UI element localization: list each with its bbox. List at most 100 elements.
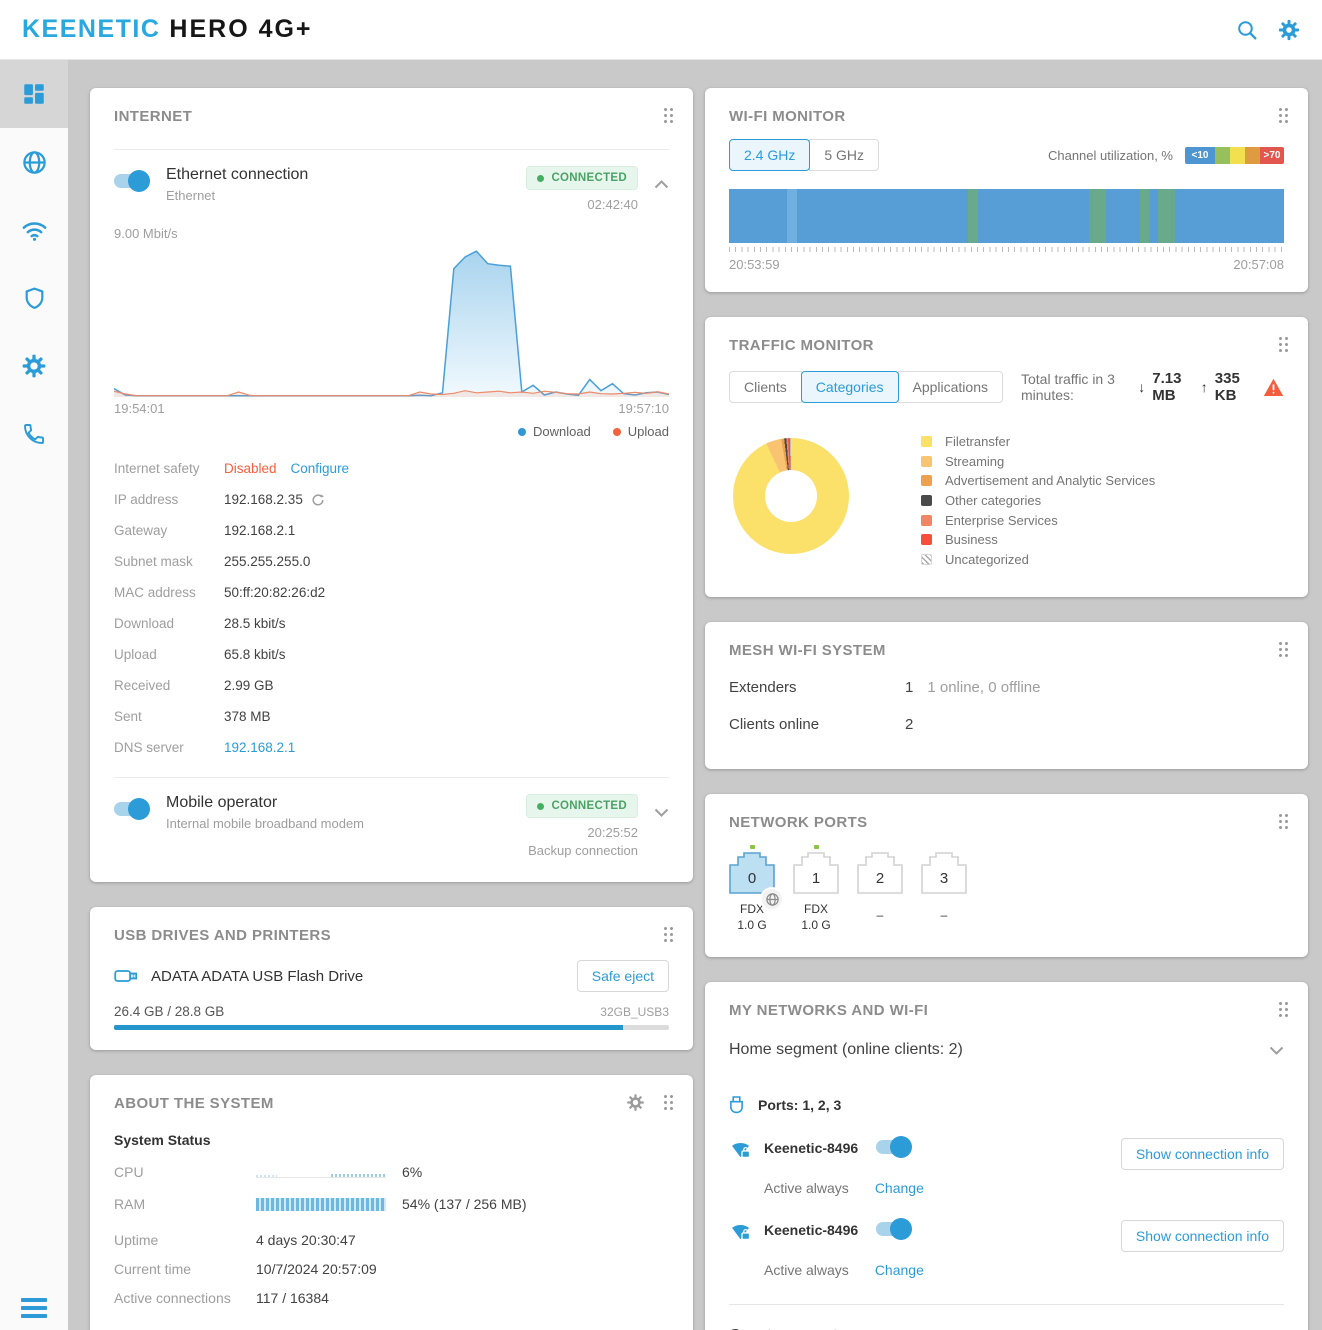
legend-download: Download (517, 424, 591, 439)
ethernet-connection-row: Ethernet connection Ethernet CONNECTED 0… (114, 150, 669, 222)
sidebar-item-settings[interactable] (0, 332, 68, 400)
show-connection-info-button[interactable]: Show connection info (1120, 1138, 1284, 1171)
connection-name: Ethernet connection (166, 166, 309, 183)
home-segment-header[interactable]: Home segment (online clients: 2) (729, 1041, 1284, 1059)
globe-icon (21, 149, 48, 176)
usb-usage: 26.4 GB / 28.8 GB (114, 1004, 225, 1019)
time-ticks (729, 247, 1284, 252)
drag-handle-icon[interactable] (1279, 642, 1288, 658)
change-link[interactable]: Change (874, 1262, 924, 1279)
sidebar (0, 60, 68, 1330)
internet-card-title: INTERNET (114, 108, 193, 125)
status-badge: CONNECTED (526, 794, 638, 818)
show-connection-info-button[interactable]: Show connection info (1120, 1220, 1284, 1253)
port-2[interactable]: 2 – (857, 845, 903, 933)
drag-handle-icon[interactable] (664, 108, 673, 123)
sidebar-item-support[interactable] (0, 400, 68, 468)
dns-server-link[interactable]: 192.168.2.1 (224, 740, 296, 755)
mesh-card: MESH WI-FI SYSTEM Extenders 1 1 online, … (705, 622, 1308, 770)
connection-subtitle: Internal mobile broadband modem (166, 816, 365, 831)
drag-handle-icon[interactable] (1279, 337, 1288, 352)
port-1[interactable]: 1 FDX 1.0 G (793, 845, 839, 933)
internet-traffic-chart (114, 250, 669, 397)
usb-drive-icon (114, 968, 138, 984)
safe-eject-button[interactable]: Safe eject (576, 960, 669, 992)
sidebar-item-security[interactable] (0, 264, 68, 332)
drag-handle-icon[interactable] (664, 1095, 673, 1110)
tab-clients[interactable]: Clients (729, 371, 802, 403)
svg-text:2: 2 (876, 870, 884, 887)
port-activity-dot (749, 845, 755, 850)
ram-value: 54% (137 / 256 MB) (402, 1196, 527, 1212)
detail-row: Gateway 192.168.2.1 (114, 523, 296, 538)
sidebar-item-internet[interactable] (0, 128, 68, 196)
upload-dot-icon (612, 428, 621, 436)
guest-segment-title: Guest segment (729, 1327, 838, 1330)
port-3[interactable]: 3 – (921, 845, 967, 933)
tab-2-4-ghz[interactable]: 2.4 GHz (729, 139, 811, 171)
logo-brand: KEENETIC (22, 15, 161, 43)
ethernet-plug-icon (729, 1095, 744, 1114)
refresh-icon[interactable] (311, 493, 325, 507)
download-dot-icon (517, 428, 526, 436)
chart-max-label: 9.00 Mbit/s (114, 226, 178, 241)
sidebar-item-dashboard[interactable] (0, 60, 68, 128)
detail-row: IP address 192.168.2.35 (114, 484, 669, 515)
cpu-row: CPU 6% (114, 1164, 423, 1180)
drag-handle-icon[interactable] (1279, 108, 1288, 123)
home-segment-title: Home segment (online clients: 2) (729, 1041, 963, 1059)
chart-time-end: 19:57:10 (618, 401, 669, 416)
chevron-down-icon[interactable] (654, 808, 669, 817)
widget-settings-icon[interactable] (626, 1093, 645, 1112)
drag-handle-icon[interactable] (1279, 814, 1288, 830)
wifi-icon (21, 217, 48, 244)
configure-link[interactable]: Configure (290, 461, 350, 476)
menu-icon[interactable] (0, 1298, 68, 1318)
mobile-toggle[interactable] (114, 798, 150, 820)
extenders-row: Extenders 1 1 online, 0 offline (729, 679, 1041, 697)
settings-gear-icon (21, 353, 47, 379)
detail-row: Internet safety Disabled Configure (114, 461, 350, 476)
legend-item: Enterprise Services (921, 510, 1155, 530)
guest-segment-header[interactable]: Guest segment (729, 1327, 1284, 1330)
monitor-time-end: 20:57:08 (1233, 257, 1284, 272)
search-icon[interactable] (1236, 19, 1258, 41)
dashboard-grid: INTERNET Ethernet connection Ethernet CO… (68, 60, 1322, 1330)
detail-row: DNS server 192.168.2.1 (114, 740, 296, 755)
ram-meter (256, 1197, 386, 1211)
mobile-connection-row: Mobile operator Internal mobile broadban… (114, 778, 669, 862)
tab-categories[interactable]: Categories (800, 371, 899, 403)
clients-online-row: Clients online 2 (729, 716, 914, 734)
download-area (114, 251, 669, 397)
usb-card-title: USB DRIVES AND PRINTERS (114, 927, 332, 944)
ethernet-toggle[interactable] (114, 170, 150, 192)
app-header: KEENETIC HERO 4G+ (0, 0, 1322, 60)
logo-model: HERO 4G+ (169, 15, 313, 43)
sidebar-item-wireless[interactable] (0, 196, 68, 264)
logo: KEENETIC HERO 4G+ (22, 15, 313, 44)
wifi-lock-icon (729, 1220, 752, 1242)
svg-text:1: 1 (812, 870, 820, 887)
monitor-time-start: 20:53:59 (729, 257, 780, 272)
drag-handle-icon[interactable] (664, 927, 673, 942)
chevron-down-icon[interactable] (1269, 1046, 1284, 1055)
chart-time-start: 19:54:01 (114, 401, 165, 416)
traffic-monitor-title: TRAFFIC MONITOR (729, 337, 874, 354)
my-networks-title: MY NETWORKS AND WI-FI (729, 1002, 929, 1020)
change-link[interactable]: Change (874, 1180, 924, 1197)
legend-upload: Upload (612, 424, 669, 439)
wifi-toggle[interactable] (876, 1218, 913, 1241)
chevron-up-icon[interactable] (654, 180, 669, 189)
drag-handle-icon[interactable] (1279, 1002, 1288, 1018)
port-0[interactable]: 0 FDX 1.0 G (729, 845, 784, 933)
warning-icon[interactable] (1263, 378, 1284, 397)
network-ports-title: NETWORK PORTS (729, 814, 868, 832)
backup-note: Backup connection (528, 843, 638, 858)
tab-5-ghz[interactable]: 5 GHz (809, 139, 880, 171)
tab-applications[interactable]: Applications (897, 371, 1003, 403)
gear-icon[interactable] (1278, 19, 1300, 41)
legend-item: Streaming (921, 452, 1155, 472)
wifi-schedule: Active always (764, 1262, 849, 1279)
wifi-toggle[interactable] (876, 1136, 913, 1159)
traffic-up-value: 335 KB (1214, 370, 1240, 404)
